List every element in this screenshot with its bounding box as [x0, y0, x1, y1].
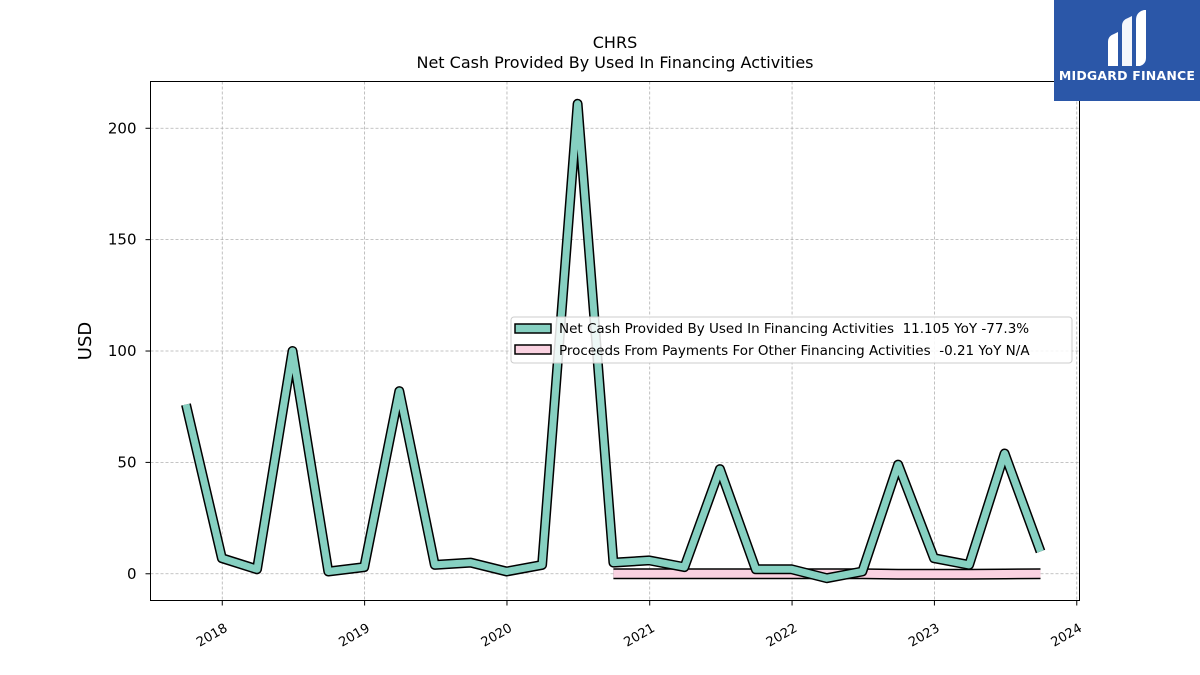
y-axis-label: USD: [75, 322, 96, 360]
legend-swatch-net-cash: [514, 323, 552, 334]
x-tick-label: 2021: [622, 621, 658, 651]
chart-title: CHRS: [593, 33, 637, 52]
x-tick-label: 2022: [764, 621, 800, 651]
legend-box: [510, 316, 1073, 364]
brand-logo: MIDGARD FINANCE: [1054, 0, 1200, 101]
series-line-net-cash: [182, 100, 1044, 582]
y-tick-label: 50: [117, 453, 136, 471]
x-tick-label: 2020: [479, 621, 515, 651]
y-tick-label: 0: [127, 565, 137, 583]
legend-label-net-cash: Net Cash Provided By Used In Financing A…: [559, 321, 1029, 337]
x-tick-label: 2019: [336, 621, 372, 651]
y-tick-label: 100: [108, 342, 137, 360]
y-tick-label: 150: [108, 231, 137, 249]
chart-subtitle: Net Cash Provided By Used In Financing A…: [416, 53, 813, 72]
legend-label-other-financing: Proceeds From Payments For Other Financi…: [559, 343, 1030, 359]
grid-layer: [150, 81, 1080, 601]
legend-swatch-other-financing: [514, 344, 552, 355]
midgard-logo-icon: [1108, 10, 1146, 66]
legend: Net Cash Provided By Used In Financing A…: [510, 316, 1073, 364]
x-tick-label: 2024: [1049, 621, 1085, 651]
series-layer: [181, 98, 1046, 584]
x-tick-label: 2018: [194, 621, 230, 651]
y-tick-label: 200: [108, 119, 137, 137]
x-tick-label: 2023: [906, 621, 942, 651]
brand-name: MIDGARD FINANCE: [1058, 68, 1196, 83]
plot-frame: [150, 81, 1080, 601]
